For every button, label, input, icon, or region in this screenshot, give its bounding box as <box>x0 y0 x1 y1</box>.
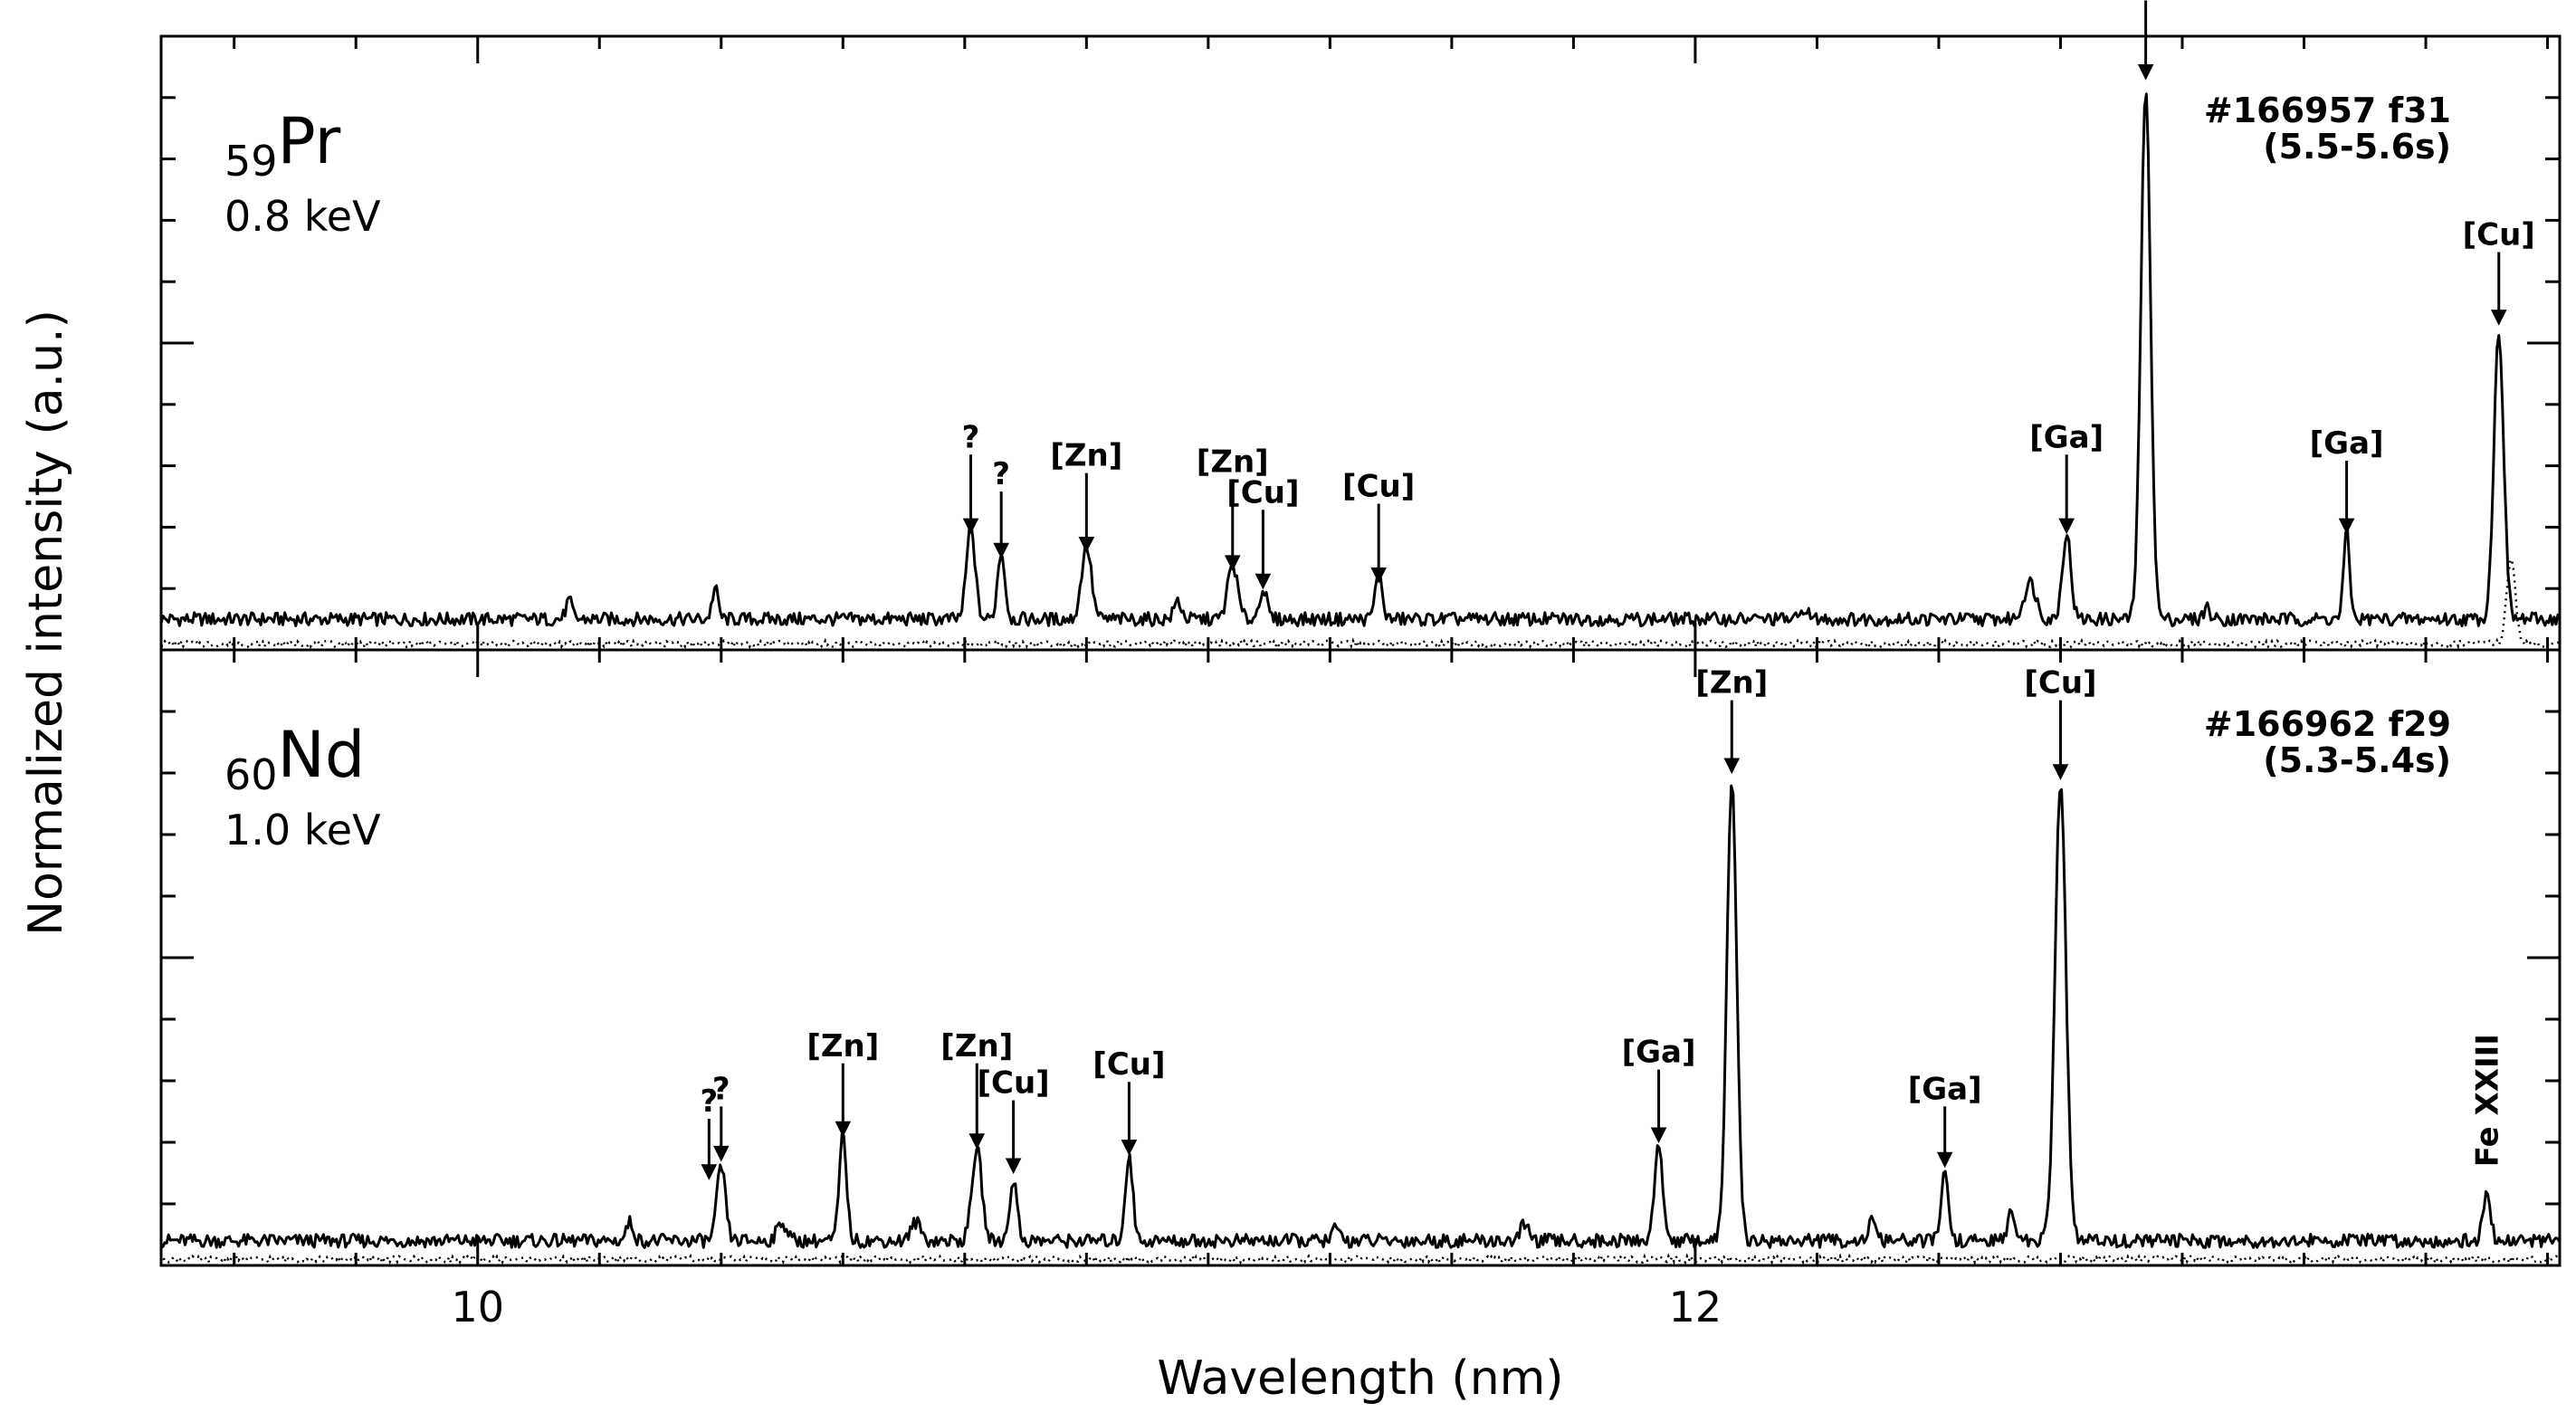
nd-reference-spectrum <box>159 1253 2561 1266</box>
annotation-label: [Zn] <box>1695 665 1768 701</box>
annotation-arrow-head <box>2338 518 2355 535</box>
line-annotation: [Zn] <box>1197 444 1269 571</box>
panel-labels: 59Pr 0.8 keV #166957 f31(5.5-5.6s) 60Nd 1.0 … <box>224 91 2451 854</box>
annotation-arrow-head <box>968 1133 986 1150</box>
annotation-label: [Zn] <box>940 1028 1013 1064</box>
annotation-label: [Cu] <box>2463 217 2535 253</box>
pr-energy-label: 0.8 keV <box>224 192 381 241</box>
annotation-arrow-head <box>993 542 1009 559</box>
annotation-label: [Zn] <box>1197 444 1269 480</box>
annotation-arrow-head <box>1723 758 1741 775</box>
annotation-arrow-head <box>1370 567 1387 584</box>
line-annotation: [Ga] <box>2029 419 2104 535</box>
nd-time-label: (5.3-5.4s) <box>2263 740 2451 780</box>
annotation-arrow-head <box>1005 1158 1022 1175</box>
annotation-label: ? <box>992 456 1010 492</box>
line-annotation: [Ga] <box>1908 1071 1982 1169</box>
line-annotation: [Cu] <box>1226 474 1300 590</box>
annotation-label: ? <box>712 1071 730 1107</box>
line-annotation: [Cu] <box>2463 217 2535 326</box>
annotation-arrow-head <box>2058 518 2075 535</box>
line-annotation: [Zn] <box>2110 0 2182 81</box>
pr-spectrum <box>159 92 2562 627</box>
annotation-arrow-head <box>1078 537 1095 553</box>
line-annotation: [Cu] <box>1092 1046 1166 1156</box>
plot-frame <box>159 34 2562 1267</box>
element-symbol: Nd <box>278 718 366 792</box>
annotation-arrow-head <box>1121 1140 1138 1156</box>
annotation-arrow-head <box>701 1164 718 1180</box>
annotation-label: [Ga] <box>1622 1035 1696 1071</box>
annotation-label: ? <box>962 419 980 455</box>
annotation-arrow-head <box>2490 310 2507 326</box>
element-atomic-number: 60 <box>224 750 278 799</box>
pr-shot-label: #166957 f31 <box>2204 91 2451 130</box>
annotation-label: [Ga] <box>2310 425 2384 462</box>
x-tick-label: 12 <box>1669 1283 1722 1331</box>
line-annotation: [Zn] <box>1050 438 1122 553</box>
y-axis-title: Normalized intensity (a.u.) <box>19 310 73 936</box>
annotation-arrow-head <box>835 1121 852 1138</box>
pr-element-label: 59Pr <box>224 104 341 186</box>
line-annotation: [Zn] <box>940 1028 1013 1150</box>
annotation-label: [Ga] <box>2029 419 2104 455</box>
element-symbol: Pr <box>278 104 341 178</box>
annotation-arrow-head <box>1255 573 1272 590</box>
annotation-label: [Zn] <box>806 1028 879 1064</box>
line-annotation: [Cu] <box>2024 665 2097 780</box>
nd-spectrum <box>160 784 2562 1249</box>
annotation-arrow-head <box>1224 555 1241 571</box>
spectra <box>159 92 2562 1266</box>
annotation-arrow-head <box>962 518 979 535</box>
nd-element-label: 60Nd <box>224 718 365 799</box>
annotation-label: [Cu] <box>1342 469 1415 505</box>
x-axis-title: Wavelength (nm) <box>1157 1351 1563 1406</box>
line-annotation: ? <box>962 419 980 535</box>
annotation-label: [Cu] <box>1226 474 1299 511</box>
annotation-label: [Cu] <box>2024 665 2096 701</box>
annotation-arrow-head <box>1650 1127 1667 1144</box>
line-annotation: ? <box>992 456 1010 559</box>
annotation-label: [Cu] <box>1092 1046 1165 1083</box>
annotation-label: [Zn] <box>1050 438 1122 474</box>
annotation-arrow-head <box>2052 764 2069 780</box>
annotation-label: ? <box>700 1083 718 1120</box>
annotation-label: [Ga] <box>1908 1071 1982 1107</box>
annotation-arrow-head <box>2137 63 2154 81</box>
line-annotation: ? <box>700 1083 718 1180</box>
nd-shot-label: #166962 f29 <box>2204 704 2451 744</box>
pr-time-label: (5.5-5.6s) <box>2263 127 2451 167</box>
annotation-arrow-head <box>712 1145 730 1162</box>
line-annotation: [Zn] <box>1695 665 1768 775</box>
line-annotation: [Ga] <box>2310 425 2384 535</box>
annotation-label: Fe XXIII <box>2469 1034 2505 1167</box>
annotation-label: [Cu] <box>977 1065 1049 1102</box>
nd-energy-label: 1.0 keV <box>224 806 381 854</box>
annotation-arrow-head <box>1936 1151 1953 1169</box>
x-tick-label: 10 <box>451 1283 504 1331</box>
line-annotations: ??[Zn][Zn][Cu][Cu][Ga][Zn][Ga][Cu]??[Zn]… <box>700 0 2535 1180</box>
line-annotation: [Cu] <box>1342 469 1415 584</box>
line-annotation: Fe XXIII <box>2469 1034 2505 1167</box>
pr-reference-spectrum <box>160 556 2561 651</box>
element-atomic-number: 59 <box>224 137 278 186</box>
line-annotation: [Zn] <box>806 1028 879 1138</box>
line-annotation: [Cu] <box>977 1065 1050 1175</box>
line-annotation: ? <box>712 1071 730 1162</box>
axis-ticks: 10 12 <box>161 34 2560 1331</box>
line-annotation: [Ga] <box>1622 1035 1696 1144</box>
